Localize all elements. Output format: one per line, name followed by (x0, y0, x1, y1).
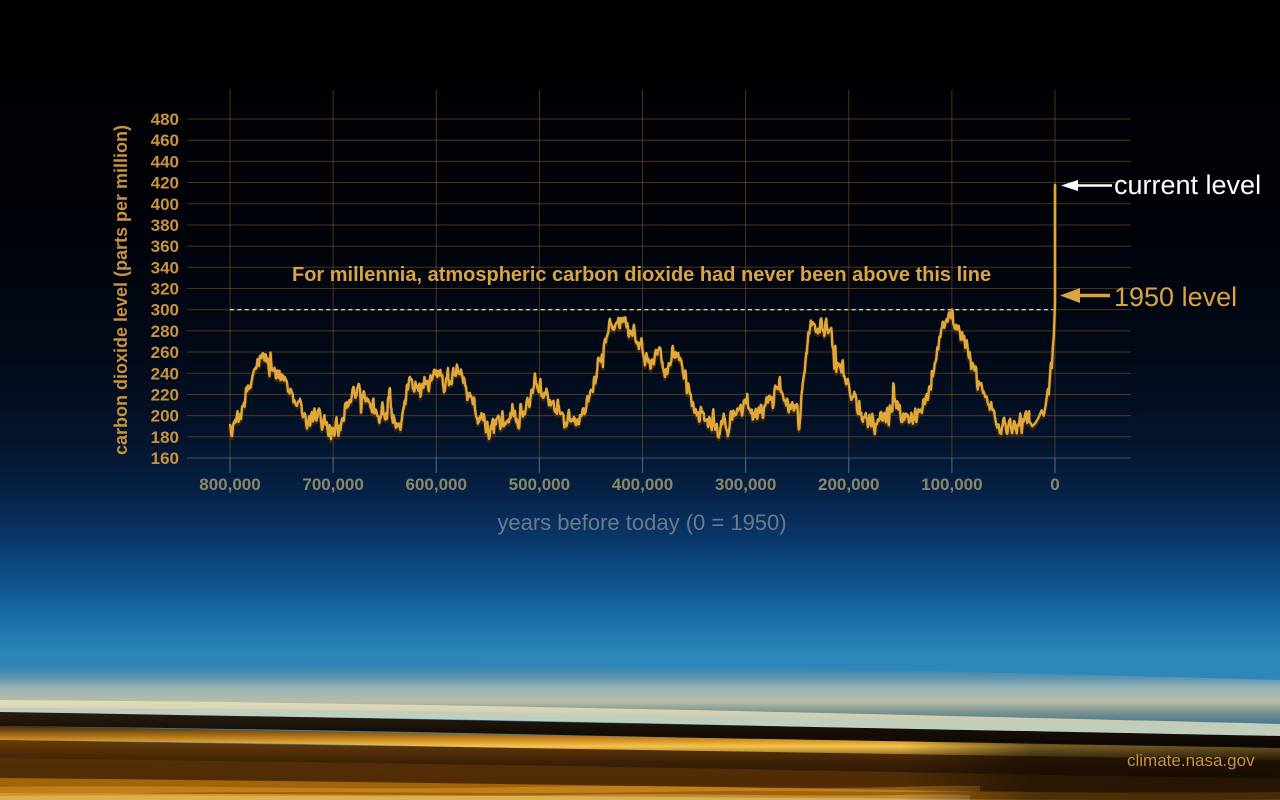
svg-text:280: 280 (151, 322, 179, 341)
svg-text:160: 160 (151, 449, 179, 468)
svg-text:For millennia, atmospheric car: For millennia, atmospheric carbon dioxid… (292, 264, 991, 286)
svg-text:current level: current level (1114, 170, 1261, 200)
svg-text:climate.nasa.gov: climate.nasa.gov (1127, 751, 1255, 770)
svg-text:0: 0 (1050, 475, 1059, 494)
svg-text:200: 200 (151, 407, 179, 426)
svg-text:420: 420 (151, 174, 179, 193)
svg-text:700,000: 700,000 (302, 475, 363, 494)
svg-text:100,000: 100,000 (921, 475, 982, 494)
svg-text:years before today (0 = 1950): years before today (0 = 1950) (497, 510, 786, 535)
svg-text:240: 240 (151, 364, 179, 383)
svg-text:460: 460 (151, 131, 179, 150)
svg-text:360: 360 (151, 237, 179, 256)
svg-text:380: 380 (151, 216, 179, 235)
svg-text:260: 260 (151, 343, 179, 362)
svg-text:200,000: 200,000 (818, 475, 879, 494)
svg-text:340: 340 (151, 258, 179, 277)
svg-text:220: 220 (151, 385, 179, 404)
svg-text:600,000: 600,000 (406, 475, 467, 494)
svg-text:300,000: 300,000 (715, 475, 776, 494)
svg-text:800,000: 800,000 (199, 475, 260, 494)
svg-text:1950 level: 1950 level (1114, 282, 1237, 312)
svg-text:carbon dioxide level (parts pe: carbon dioxide level (parts per million) (111, 125, 131, 455)
svg-text:400,000: 400,000 (612, 475, 673, 494)
svg-text:500,000: 500,000 (509, 475, 570, 494)
svg-text:480: 480 (151, 110, 179, 129)
svg-text:440: 440 (151, 152, 179, 171)
svg-text:180: 180 (151, 428, 179, 447)
svg-text:400: 400 (151, 195, 179, 214)
svg-text:300: 300 (151, 301, 179, 320)
svg-text:320: 320 (151, 280, 179, 299)
